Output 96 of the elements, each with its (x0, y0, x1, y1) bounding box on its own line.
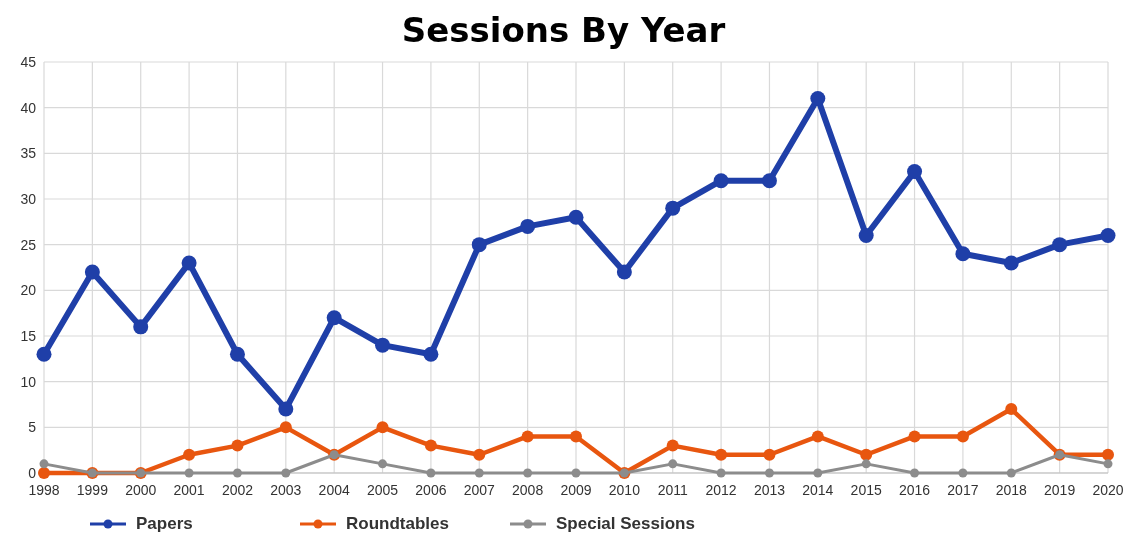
point (523, 468, 533, 478)
point (1102, 448, 1114, 461)
x-tick-label: 1999 (76, 482, 109, 498)
x-tick-label: 2002 (221, 482, 254, 498)
point (232, 468, 242, 478)
x-tick-label: 2018 (995, 482, 1028, 498)
point (278, 401, 294, 417)
point (39, 459, 49, 469)
x-tick-label: 2019 (1044, 482, 1076, 498)
x-tick-label: 2001 (173, 482, 205, 498)
x-tick-label: 2006 (415, 482, 447, 498)
point (1006, 468, 1016, 478)
point (1003, 255, 1019, 271)
point (181, 255, 197, 271)
point (616, 264, 632, 280)
x-tick-label: 2012 (705, 482, 737, 498)
point (813, 468, 823, 478)
point (858, 228, 874, 244)
x-tick-label: 2011 (657, 482, 688, 498)
point (810, 91, 826, 107)
point (907, 164, 923, 180)
y-tick-label: 30 (20, 190, 37, 207)
x-tick-label: 2015 (850, 482, 882, 498)
point (1103, 459, 1113, 469)
point (1100, 228, 1116, 244)
x-tick-label: 2000 (125, 482, 157, 498)
point (571, 468, 581, 478)
point (713, 173, 729, 189)
point (955, 246, 971, 262)
x-tick-label: 1998 (28, 482, 60, 498)
y-tick-label: 25 (20, 236, 37, 253)
point (715, 448, 728, 461)
legend-label: Roundtables (346, 514, 449, 533)
x-tick-label: 2020 (1092, 482, 1124, 498)
y-tick-label: 35 (20, 145, 37, 162)
point (279, 421, 292, 434)
point (570, 430, 582, 443)
y-tick-label: 15 (20, 327, 37, 344)
y-tick-label: 20 (20, 282, 37, 299)
point (666, 439, 679, 452)
point (471, 237, 487, 253)
point (375, 337, 391, 353)
x-tick-label: 2009 (560, 482, 592, 498)
point (231, 439, 244, 452)
point (764, 468, 774, 478)
point (36, 346, 52, 362)
point (811, 430, 824, 443)
legend-label: Special Sessions (556, 514, 695, 533)
point (763, 448, 776, 461)
x-tick-label: 2004 (318, 482, 350, 498)
y-tick-label: 5 (28, 419, 37, 436)
y-tick-label: 10 (20, 373, 37, 390)
point (376, 421, 389, 434)
y-tick-label: 0 (28, 464, 37, 481)
point (133, 319, 149, 335)
chart-title: Sessions By Year (401, 10, 726, 50)
point (568, 209, 584, 225)
x-tick-label: 2003 (270, 482, 302, 498)
point (1005, 403, 1018, 416)
y-tick-label: 40 (20, 99, 37, 116)
x-tick-label: 2010 (608, 482, 641, 498)
y-tick-label: 45 (20, 53, 37, 70)
point (665, 200, 681, 216)
point (910, 468, 920, 478)
x-tick-label: 2005 (366, 482, 399, 498)
point (281, 468, 291, 478)
point (1052, 237, 1068, 253)
x-tick-label: 2016 (898, 482, 931, 498)
point (229, 346, 245, 362)
point (861, 459, 871, 469)
point (474, 468, 484, 478)
x-tick-label: 2008 (512, 482, 544, 498)
point (423, 346, 439, 362)
point (668, 459, 678, 469)
point (378, 459, 388, 469)
x-tick-label: 2017 (947, 482, 979, 498)
point (184, 468, 194, 478)
x-tick-label: 2013 (753, 482, 786, 498)
point (473, 448, 486, 461)
x-tick-label: 2007 (463, 482, 496, 498)
point (716, 468, 726, 478)
point (520, 218, 536, 234)
point (521, 430, 534, 443)
point (956, 430, 969, 443)
x-tick-label: 2014 (802, 482, 834, 498)
point (38, 467, 50, 479)
point (84, 264, 100, 280)
point (958, 468, 968, 478)
point (183, 448, 196, 461)
point (860, 448, 873, 461)
point (326, 310, 342, 326)
point (908, 430, 921, 443)
legend-label: Papers (136, 514, 193, 533)
point (426, 468, 436, 478)
point (424, 439, 437, 452)
point (761, 173, 777, 189)
